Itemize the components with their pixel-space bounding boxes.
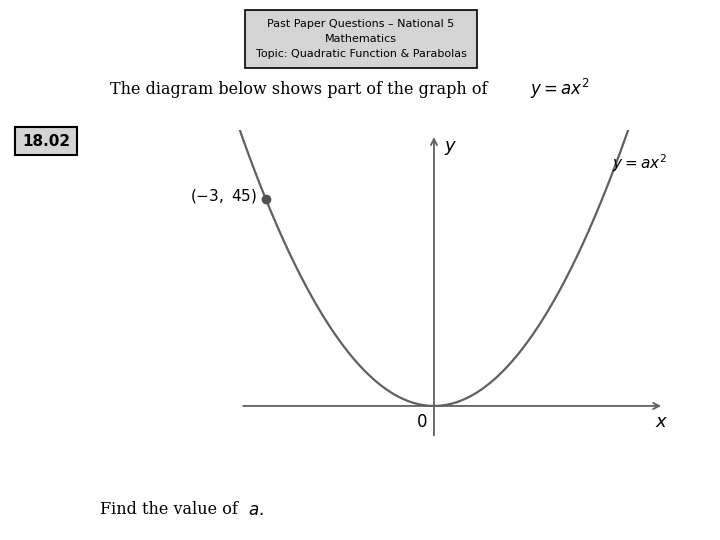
Text: $x$: $x$ [654, 413, 668, 431]
Text: 0: 0 [417, 413, 427, 431]
Text: $(-3,\ 45)$: $(-3,\ 45)$ [190, 187, 257, 205]
Text: 18.02: 18.02 [22, 133, 70, 148]
Text: $y = ax^2$: $y = ax^2$ [530, 77, 590, 101]
FancyBboxPatch shape [245, 10, 477, 68]
FancyBboxPatch shape [15, 127, 77, 155]
Text: $a$.: $a$. [248, 501, 264, 519]
Text: The diagram below shows part of the graph of: The diagram below shows part of the grap… [110, 82, 487, 98]
Text: $y = ax^2$: $y = ax^2$ [612, 153, 667, 174]
Text: Past Paper Questions – National 5
Mathematics
Topic: Quadratic Function & Parabo: Past Paper Questions – National 5 Mathem… [256, 19, 467, 59]
Text: $y$: $y$ [444, 139, 457, 157]
Text: Find the value of: Find the value of [100, 502, 243, 518]
